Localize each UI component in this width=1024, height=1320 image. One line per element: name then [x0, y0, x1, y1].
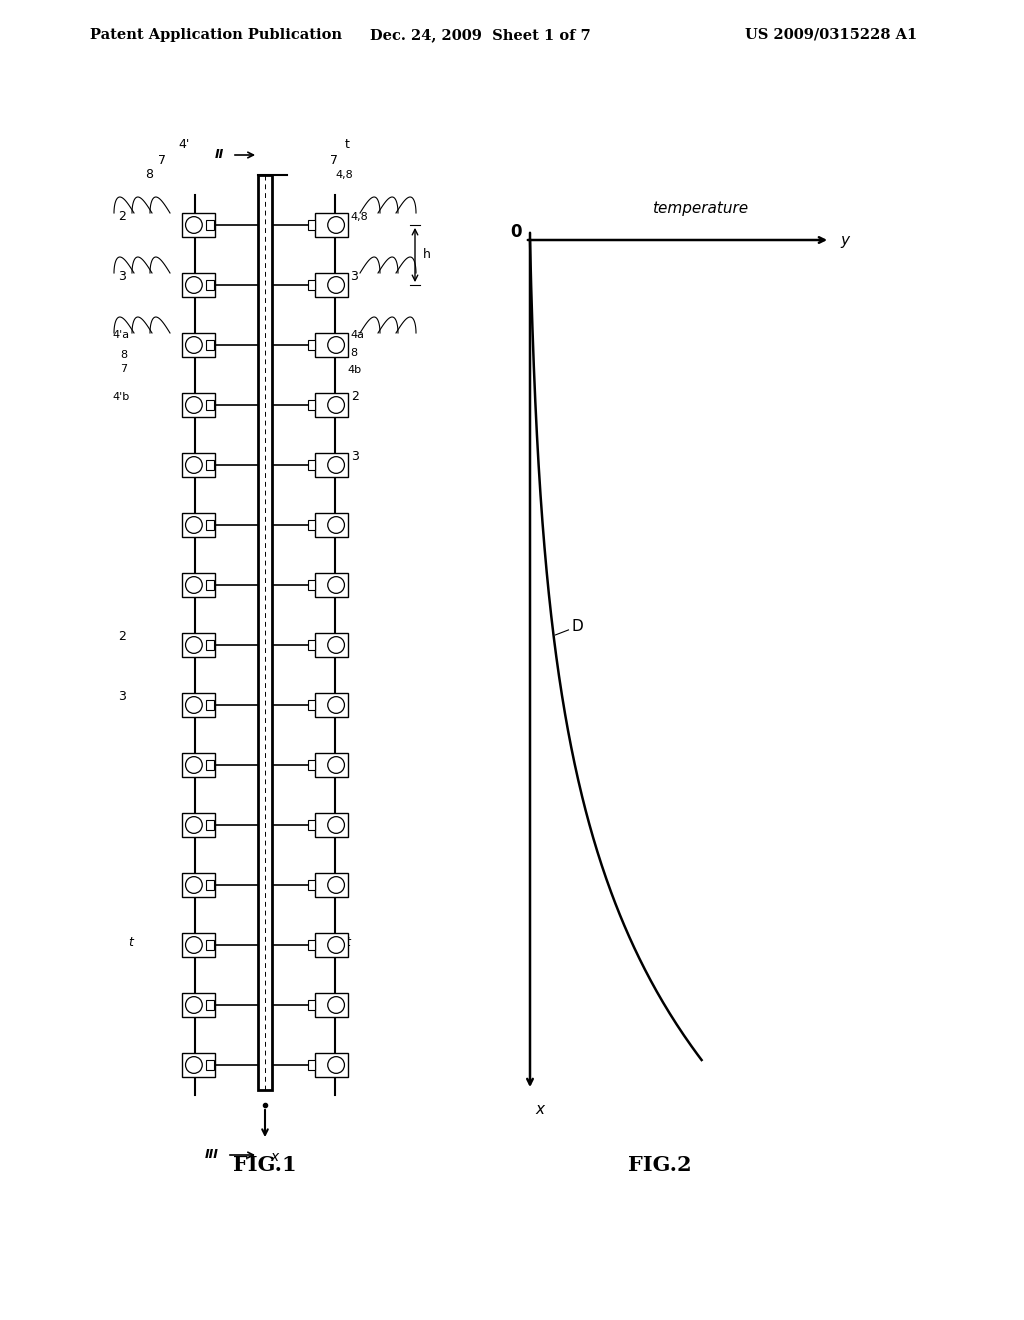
Text: 2: 2	[351, 391, 358, 404]
Bar	[206, 220, 214, 230]
Bar	[315, 873, 348, 898]
Bar	[307, 1060, 315, 1069]
Text: 4b: 4b	[347, 366, 361, 375]
Text: 4,8: 4,8	[335, 170, 352, 180]
Text: 8: 8	[120, 350, 127, 360]
Text: 4a: 4a	[350, 330, 364, 341]
Bar	[315, 933, 348, 957]
Text: 8: 8	[145, 169, 153, 181]
Text: x: x	[535, 1102, 544, 1118]
Bar	[315, 513, 348, 537]
Bar	[182, 453, 215, 477]
Bar	[182, 693, 215, 717]
Bar	[182, 213, 215, 238]
Text: 3: 3	[118, 690, 126, 704]
Bar	[307, 940, 315, 950]
Text: 7: 7	[158, 153, 166, 166]
Bar	[206, 880, 214, 890]
Bar	[182, 393, 215, 417]
Bar	[182, 752, 215, 777]
Text: 4': 4'	[178, 139, 189, 152]
Bar	[206, 581, 214, 590]
Bar	[182, 933, 215, 957]
Text: FIG.2: FIG.2	[628, 1155, 692, 1175]
Text: 2: 2	[118, 210, 126, 223]
Bar	[206, 520, 214, 529]
Text: III: III	[205, 1148, 219, 1162]
Text: y: y	[840, 232, 849, 248]
Bar	[307, 760, 315, 770]
Text: Patent Application Publication: Patent Application Publication	[90, 28, 342, 42]
Bar	[206, 400, 214, 409]
Bar	[206, 640, 214, 649]
Bar	[206, 760, 214, 770]
Bar	[307, 341, 315, 350]
Bar	[307, 400, 315, 409]
Bar	[307, 461, 315, 470]
Text: FIG.1: FIG.1	[233, 1155, 297, 1175]
Bar	[182, 632, 215, 657]
Text: 4'b: 4'b	[112, 392, 129, 403]
Bar	[307, 1001, 315, 1010]
Bar	[315, 333, 348, 358]
Bar	[206, 1001, 214, 1010]
Bar	[307, 280, 315, 290]
Bar	[206, 1060, 214, 1069]
Bar	[258, 176, 272, 1090]
Bar	[315, 693, 348, 717]
Text: 3: 3	[351, 450, 358, 463]
Text: 7: 7	[330, 153, 338, 166]
Text: D: D	[571, 619, 584, 635]
Bar	[307, 820, 315, 830]
Text: h: h	[423, 248, 431, 261]
Bar	[206, 280, 214, 290]
Bar	[315, 393, 348, 417]
Bar	[315, 813, 348, 837]
Bar	[307, 700, 315, 710]
Bar	[307, 581, 315, 590]
Bar	[182, 513, 215, 537]
Bar	[206, 820, 214, 830]
Text: 3: 3	[118, 271, 126, 284]
Bar	[182, 873, 215, 898]
Text: Dec. 24, 2009  Sheet 1 of 7: Dec. 24, 2009 Sheet 1 of 7	[370, 28, 591, 42]
Bar	[315, 1053, 348, 1077]
Text: t: t	[345, 936, 350, 949]
Bar	[307, 220, 315, 230]
Text: II: II	[215, 149, 224, 161]
Text: US 2009/0315228 A1: US 2009/0315228 A1	[745, 28, 918, 42]
Text: t: t	[128, 936, 133, 949]
Bar	[206, 461, 214, 470]
Text: temperature: temperature	[652, 201, 749, 215]
Bar	[182, 993, 215, 1018]
Bar	[182, 573, 215, 597]
Text: t: t	[345, 139, 350, 152]
Text: 4'a: 4'a	[112, 330, 129, 341]
Text: 4,8: 4,8	[350, 213, 368, 222]
Bar	[307, 880, 315, 890]
Bar	[206, 341, 214, 350]
Bar	[315, 632, 348, 657]
Text: 0: 0	[510, 223, 521, 242]
Bar	[315, 993, 348, 1018]
Bar	[307, 640, 315, 649]
Text: 8: 8	[350, 348, 357, 358]
Bar	[182, 1053, 215, 1077]
Bar	[315, 273, 348, 297]
Bar	[315, 453, 348, 477]
Bar	[206, 700, 214, 710]
Bar	[206, 940, 214, 950]
Bar	[182, 813, 215, 837]
Text: 7: 7	[120, 364, 127, 374]
Text: 3: 3	[350, 271, 357, 284]
Bar	[315, 213, 348, 238]
Bar	[182, 333, 215, 358]
Bar	[307, 520, 315, 529]
Text: x: x	[270, 1150, 279, 1164]
Bar	[315, 752, 348, 777]
Bar	[182, 273, 215, 297]
Text: 2: 2	[118, 631, 126, 644]
Bar	[315, 573, 348, 597]
